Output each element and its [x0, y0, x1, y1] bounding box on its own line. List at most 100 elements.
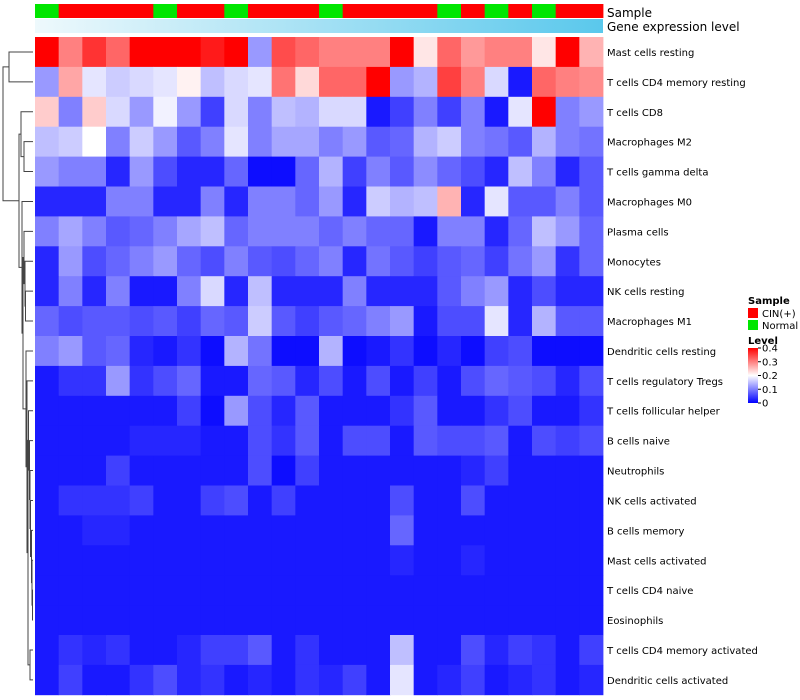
legend-swatch-normal	[748, 320, 758, 330]
heatmap-cell	[390, 276, 415, 307]
row-label: T cells regulatory Tregs	[606, 377, 723, 388]
heatmap-cell	[413, 306, 438, 337]
heatmap-cell	[129, 605, 154, 636]
heatmap-cell	[342, 365, 367, 397]
dendrogram-branch	[29, 470, 33, 529]
heatmap-cell	[106, 216, 131, 247]
heatmap-cell	[461, 664, 486, 696]
heatmap-cell	[58, 395, 83, 427]
heatmap-cell	[555, 425, 580, 456]
heatmap-cell	[177, 635, 202, 666]
heatmap-cell	[106, 66, 131, 98]
heatmap-cell	[413, 575, 438, 606]
heatmap-cell	[579, 246, 604, 277]
heatmap-cell	[177, 276, 202, 307]
heatmap-cell	[532, 186, 557, 217]
heatmap-cell	[58, 186, 83, 217]
heatmap-cell	[555, 306, 580, 337]
heatmap-cell	[319, 664, 344, 696]
heatmap-cell	[271, 336, 296, 367]
heatmap-cell	[200, 605, 225, 636]
heatmap-cell	[579, 336, 604, 367]
heatmap-cell	[271, 455, 296, 486]
heatmap-cell	[437, 425, 462, 456]
heatmap-cell	[366, 575, 391, 606]
heatmap-cell	[271, 425, 296, 456]
heatmap-cell	[413, 186, 438, 217]
sample-annotation-cell	[461, 4, 486, 18]
heatmap-cell	[153, 66, 178, 98]
heatmap-cell	[224, 365, 249, 397]
heatmap-cell	[248, 37, 273, 68]
heatmap-cell	[484, 276, 509, 307]
level-ticks: 0.4 0.3 0.2 0.1 0	[758, 344, 778, 410]
legend-label-cin: CIN(+)	[762, 309, 796, 320]
heatmap-cell	[129, 276, 154, 307]
heatmap-cell	[106, 485, 131, 516]
heatmap-cell	[58, 336, 83, 367]
heatmap-cell	[82, 515, 107, 546]
heatmap-cell	[271, 156, 296, 187]
heatmap-cell	[319, 455, 344, 486]
heatmap-cell	[508, 156, 533, 187]
heatmap-cell	[271, 365, 296, 397]
heatmap-cell	[248, 395, 273, 427]
heatmap-cell	[153, 425, 178, 456]
heatmap-cell	[35, 365, 60, 397]
heatmap-cell	[35, 37, 60, 68]
heatmap-cell	[35, 216, 60, 247]
heatmap-cell	[342, 186, 367, 217]
heatmap-cell	[413, 485, 438, 516]
heatmap-cell	[579, 455, 604, 486]
heatmap-cell	[461, 365, 486, 397]
sample-annotation-cell	[153, 4, 178, 18]
heatmap-cell	[248, 365, 273, 397]
sample-annotation-cell	[200, 4, 225, 18]
heatmap-cell	[366, 246, 391, 277]
heatmap-cell	[508, 186, 533, 217]
heatmap-cell	[129, 37, 154, 68]
level-tick-label: 0.2	[762, 371, 778, 382]
heatmap-cell	[413, 216, 438, 247]
heatmap-cell	[224, 605, 249, 636]
heatmap-cell	[484, 395, 509, 427]
heatmap-cell	[224, 455, 249, 486]
heatmap-cell	[555, 126, 580, 157]
heatmap-cell	[437, 216, 462, 247]
heatmap-cell	[295, 66, 320, 98]
heatmap-cell	[248, 635, 273, 666]
heatmap-cell	[342, 306, 367, 337]
heatmap-cell	[390, 96, 415, 128]
heatmap-cell	[82, 66, 107, 98]
heatmap-cell	[555, 605, 580, 636]
heatmap-cell	[271, 186, 296, 217]
row-label: Macrophages M0	[607, 197, 692, 208]
heatmap-cell	[342, 66, 367, 98]
heatmap-cell	[413, 276, 438, 307]
heatmap-cell	[224, 186, 249, 217]
heatmap-cell	[579, 575, 604, 606]
heatmap-cell	[177, 605, 202, 636]
heatmap-cell	[390, 664, 415, 696]
heatmap-cell	[555, 156, 580, 187]
heatmap-cell	[224, 306, 249, 337]
heatmap-cell	[413, 246, 438, 277]
heatmap-cell	[555, 246, 580, 277]
heatmap-cell	[224, 635, 249, 666]
heatmap-cell	[82, 575, 107, 606]
heatmap-cell	[200, 156, 225, 187]
heatmap-cell	[200, 575, 225, 606]
heatmap-cell	[555, 186, 580, 217]
heatmap-cell	[200, 66, 225, 98]
heatmap-cell	[35, 246, 60, 277]
heatmap-cell	[532, 216, 557, 247]
heatmap-cell	[82, 306, 107, 337]
heatmap-cell	[200, 455, 225, 486]
heatmap-cell	[461, 37, 486, 68]
heatmap-cell	[200, 37, 225, 68]
heatmap-cell	[153, 455, 178, 486]
heatmap-cell	[437, 545, 462, 576]
heatmap-cell	[106, 664, 131, 696]
heatmap-cell	[129, 635, 154, 666]
heatmap-cell	[200, 664, 225, 696]
